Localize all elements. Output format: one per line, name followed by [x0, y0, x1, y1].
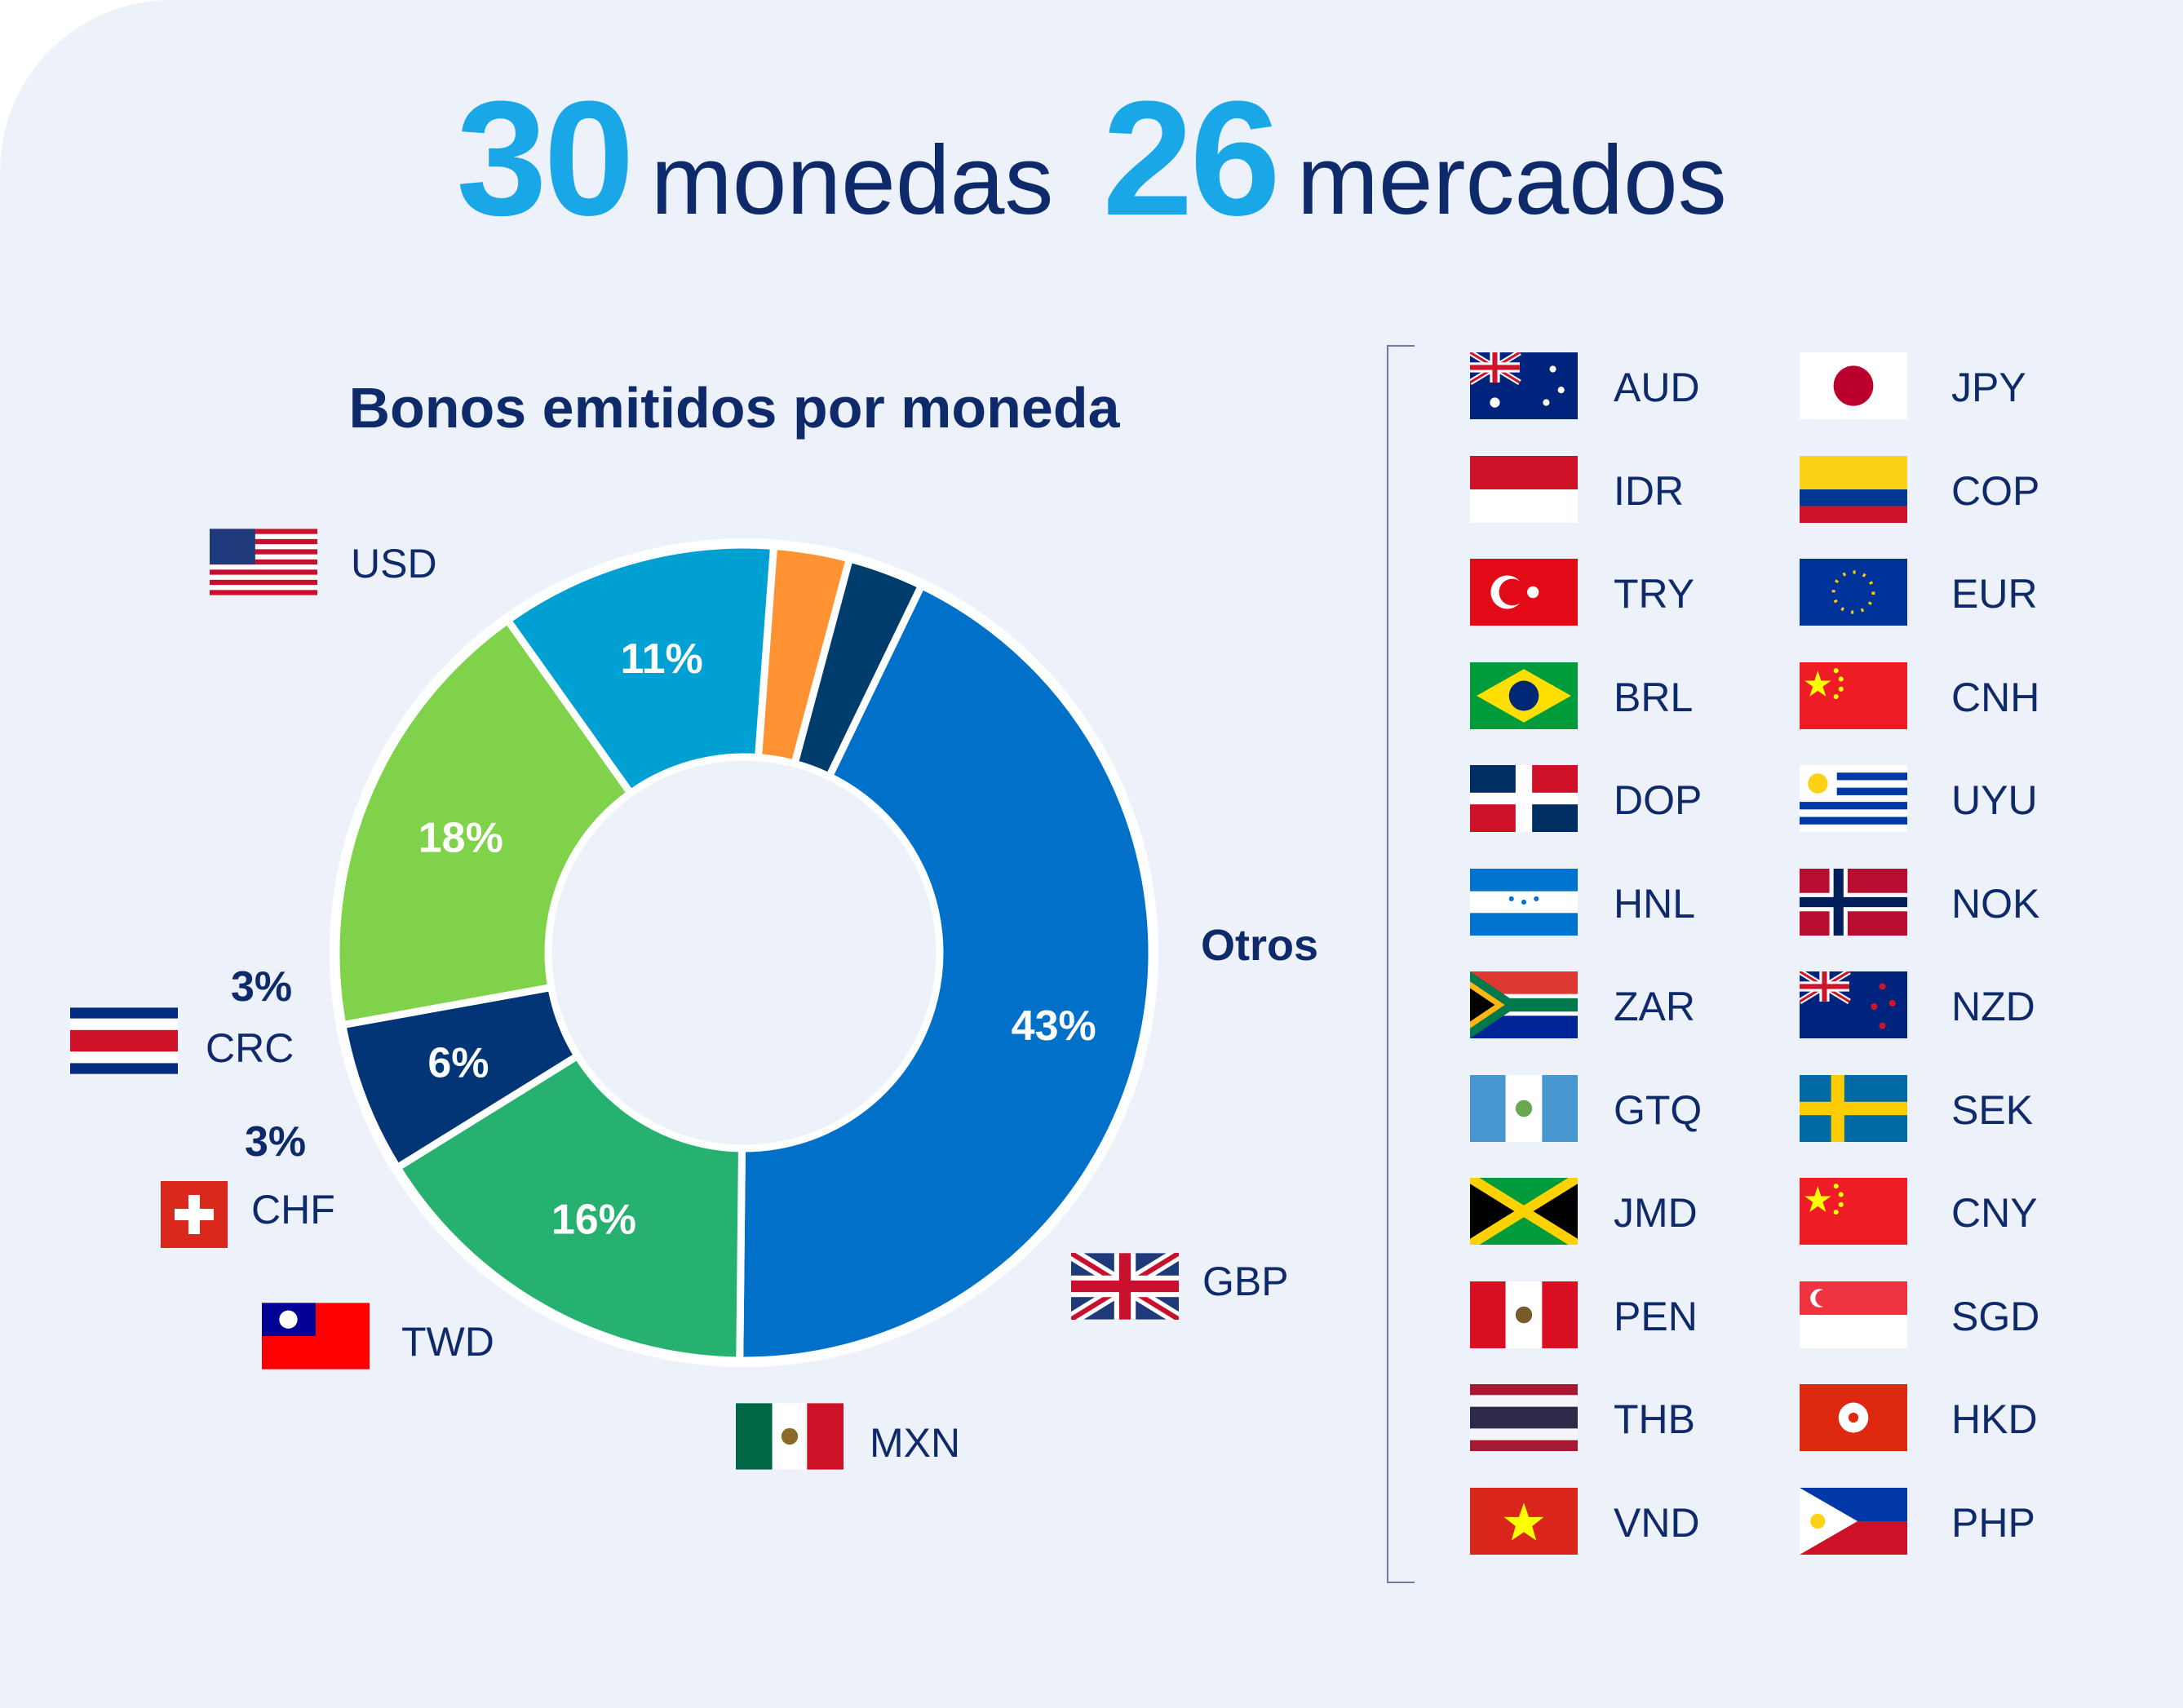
currency-code: SGD: [1951, 1293, 2040, 1339]
brl-flag-icon: [1470, 662, 1578, 729]
idr-flag-icon: [1470, 455, 1578, 523]
vnd-flag-icon: [1470, 1487, 1578, 1555]
currency-list-bracket: [1387, 345, 1418, 1583]
currency-code: THB: [1614, 1396, 1695, 1442]
try-flag-icon: [1470, 559, 1578, 626]
currency-code: HNL: [1614, 880, 1696, 927]
currency-code: IDR: [1614, 467, 1685, 514]
us-flag-icon: [210, 529, 317, 595]
chf-label: CHF: [251, 1187, 335, 1232]
currency-code: CNH: [1951, 674, 2040, 720]
currency-code: SEK: [1951, 1086, 2034, 1133]
currency-code: UYU: [1951, 777, 2038, 823]
currency-code: CNY: [1951, 1190, 2038, 1236]
sek-flag-icon: [1800, 1074, 1907, 1142]
markets-word: mercados: [1296, 126, 1727, 235]
currency-code: COP: [1951, 467, 2040, 514]
taiwan-flag-icon: [262, 1303, 370, 1369]
currency-code: TRY: [1614, 571, 1695, 617]
cop-flag-icon: [1800, 455, 1907, 523]
gbp-label: GBP: [1202, 1259, 1289, 1304]
donut-outer-ring: [330, 538, 1158, 1367]
currency-code: PEN: [1614, 1293, 1698, 1339]
slice-mxn: [332, 615, 636, 1029]
crc-label: CRC: [206, 1025, 294, 1071]
swiss-flag-icon: [161, 1181, 228, 1248]
slice-crc: [790, 554, 927, 781]
currency-code: VND: [1614, 1499, 1700, 1546]
markets-count: 26: [1102, 68, 1280, 250]
eur-flag-icon: [1800, 559, 1907, 626]
slice-value-otros: 16%: [551, 1197, 636, 1244]
currency-code: BRL: [1614, 674, 1694, 720]
slice-value-gbp: 6%: [427, 1039, 489, 1086]
currency-code: AUD: [1614, 365, 1700, 410]
currency-code: PHP: [1951, 1499, 2035, 1546]
currency-code: ZAR: [1614, 984, 1695, 1029]
zar-flag-icon: [1470, 971, 1578, 1038]
pen-flag-icon: [1470, 1281, 1578, 1348]
currency-code: EUR: [1951, 571, 2038, 617]
slice-value-mxn: 18%: [418, 814, 503, 861]
aud-flag-icon: [1470, 352, 1578, 419]
sgd-flag-icon: [1800, 1281, 1907, 1348]
twd-label: TWD: [401, 1319, 494, 1365]
uk-flag-icon: [1071, 1253, 1179, 1320]
currency-code: NOK: [1951, 880, 2040, 927]
currency-code: JMD: [1614, 1190, 1698, 1236]
currency-code: DOP: [1614, 777, 1703, 823]
cnh-flag-icon: [1800, 662, 1907, 729]
nzd-flag-icon: [1800, 971, 1907, 1038]
costa-rica-flag-icon: [70, 1007, 178, 1074]
slice-value-twd: 11%: [621, 635, 703, 683]
currency-code: NZD: [1951, 984, 2035, 1029]
slice-usd: [736, 580, 1156, 1365]
mxn-label: MXN: [870, 1420, 961, 1466]
gtq-flag-icon: [1470, 1074, 1578, 1142]
crc-percent: 3%: [231, 963, 293, 1011]
currencies-count: 30: [456, 68, 634, 250]
jmd-flag-icon: [1470, 1178, 1578, 1245]
header: 30 monedas 26 mercados: [0, 77, 2183, 241]
cny-flag-icon: [1800, 1178, 1907, 1245]
slice-value-usd: 43%: [1012, 1002, 1096, 1050]
hkd-flag-icon: [1800, 1384, 1907, 1451]
otros-label: Otros: [1201, 921, 1319, 970]
mexico-flag-icon: [736, 1403, 844, 1470]
php-flag-icon: [1800, 1487, 1907, 1555]
jpy-flag-icon: [1800, 352, 1907, 419]
chart-title: Bonos emitidos por moneda: [348, 376, 1120, 440]
uyu-flag-icon: [1800, 765, 1907, 832]
dop-flag-icon: [1470, 765, 1578, 832]
chf-percent: 3%: [245, 1118, 307, 1166]
hnl-flag-icon: [1470, 868, 1578, 936]
thb-flag-icon: [1470, 1384, 1578, 1451]
currencies-word: monedas: [650, 126, 1054, 235]
slice-twd: [503, 541, 778, 799]
nok-flag-icon: [1800, 868, 1907, 936]
currency-code: GTQ: [1614, 1086, 1703, 1133]
currency-code: JPY: [1951, 365, 2026, 410]
usd-label: USD: [351, 541, 437, 586]
currency-code: HKD: [1951, 1396, 2038, 1442]
slice-otros: [392, 1051, 746, 1365]
